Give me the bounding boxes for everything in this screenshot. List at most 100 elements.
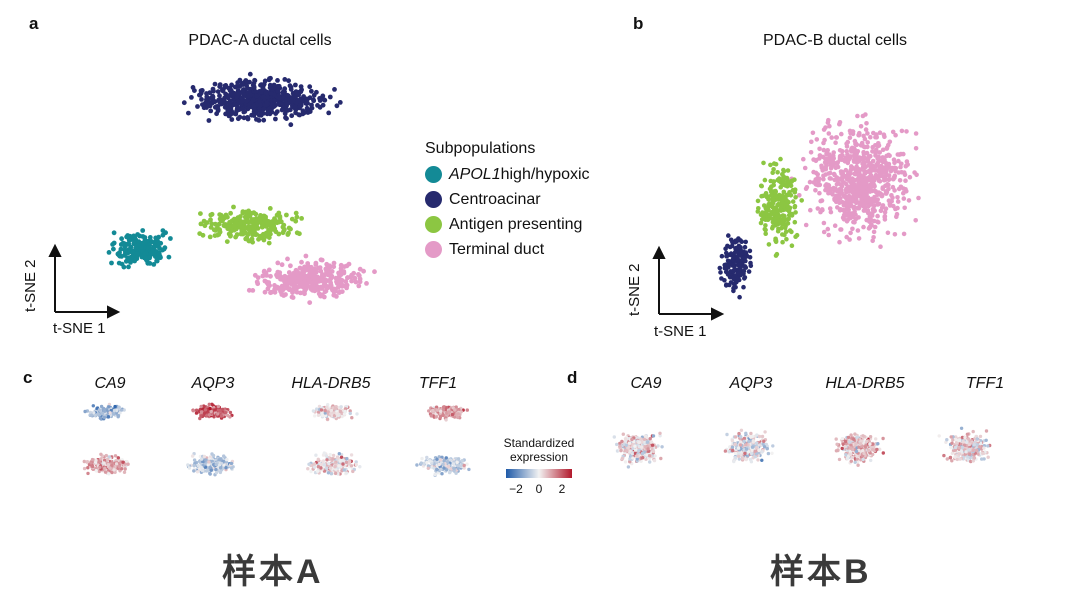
cell-point [275,84,280,89]
expression-point [766,451,771,456]
expression-point [216,412,220,416]
expression-point [112,408,117,413]
expression-point [326,471,331,475]
cell-point [267,85,273,91]
expression-point [341,462,345,466]
cell-point [268,273,273,279]
cell-point [289,294,295,300]
expression-point [320,413,325,418]
expression-point [328,466,333,470]
cell-point [810,130,816,136]
cell-point [869,168,875,173]
cell-point [293,218,299,224]
cell-point [285,256,290,262]
cell-point [861,151,867,157]
expression-point [347,462,352,466]
expression-point [435,457,439,461]
cell-point [130,253,136,259]
cell-point [250,288,256,293]
cell-point [776,201,781,207]
expression-point [207,402,211,406]
expression-point [861,434,865,438]
expression-point [311,409,316,413]
cell-point [121,241,127,247]
cell-point [726,272,731,277]
cell-point [867,174,873,179]
cell-point [264,111,270,117]
expression-point [747,439,751,444]
cell-point [890,184,896,190]
panel-title-a: PDAC-A ductal cells [188,32,332,49]
expression-point [753,455,757,459]
cell-point [724,282,729,288]
expression-point [229,461,234,466]
cell-point [357,279,363,285]
cell-point [767,201,772,206]
expression-point [315,407,319,411]
cell-point [904,129,909,134]
cell-point [801,156,806,162]
cell-point [327,94,333,100]
expression-point [114,462,119,466]
cell-point [257,102,263,108]
panel-letter-d: d [567,368,578,387]
expression-point [648,460,652,464]
cell-point [286,230,291,236]
expression-point [99,452,103,456]
expression-point [438,409,443,413]
cell-point [288,87,294,92]
cell-point [266,228,272,234]
cell-point [819,198,825,203]
expression-point [462,463,466,468]
cell-point [258,235,263,241]
cell-point [792,219,798,225]
cell-point [813,188,818,193]
cell-point [871,229,877,235]
expression-point [628,457,632,461]
expression-point [648,437,652,441]
expression-point [627,445,631,449]
cell-point [307,95,313,101]
cell-point [247,79,252,85]
cell-point [768,189,774,195]
expression-point [454,405,458,409]
expression-point [855,457,859,461]
cell-point [770,170,775,175]
cell-point [317,104,323,110]
cell-point [856,236,862,241]
expression-point [460,459,464,463]
expression-point [942,453,946,458]
cell-point [895,199,901,204]
cell-point [790,199,796,204]
expression-point [857,445,861,450]
cell-point [743,265,749,270]
expression-point [754,445,759,450]
expression-point [626,465,631,469]
cell-point [886,182,891,188]
cell-point [722,262,727,268]
cell-point [248,92,254,98]
cell-point [773,192,778,197]
expression-point [837,457,842,462]
expression-point [624,443,629,448]
expression-point [344,460,349,465]
cell-point [876,141,881,146]
cell-point [884,153,889,159]
cell-point [208,217,213,223]
cell-point [879,158,885,164]
cell-point [782,197,787,202]
cell-point [850,199,855,204]
cell-point [282,278,288,284]
cell-point [288,263,293,269]
expression-point [620,439,624,444]
expression-point [452,466,456,470]
cell-point [735,257,741,262]
cell-point [828,176,833,181]
cell-point [246,208,252,214]
cell-point [251,113,257,118]
cell-point [269,102,275,108]
cell-point [850,178,856,184]
expression-point [214,470,219,475]
cell-point [356,283,362,289]
cell-point [298,274,303,280]
